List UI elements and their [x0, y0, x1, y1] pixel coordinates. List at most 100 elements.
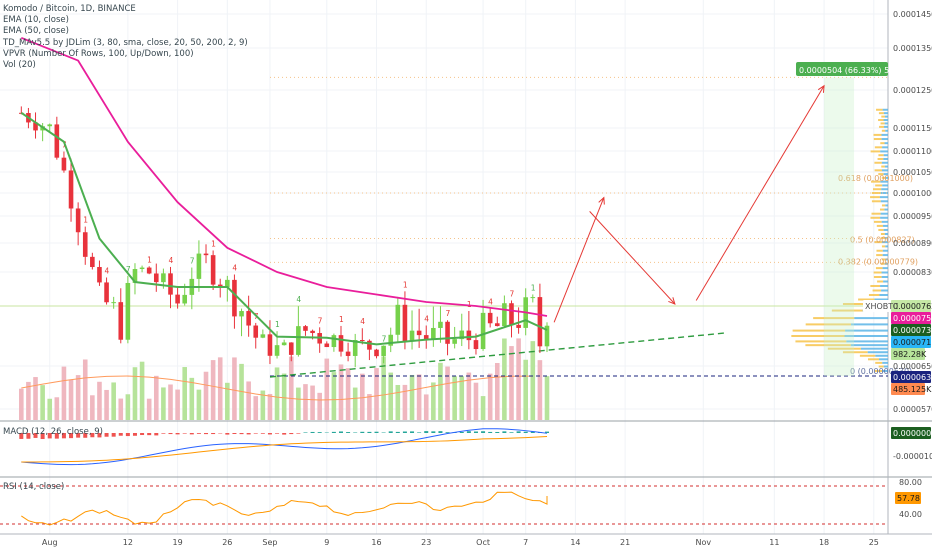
- macd-hist-21: [168, 433, 173, 435]
- macd-hist-40: [303, 432, 308, 433]
- candle-body-30: [232, 279, 237, 317]
- price-axis-label-10: 0.0000650: [893, 362, 932, 371]
- candle-body-58: [431, 327, 436, 340]
- macd-hist-32: [246, 433, 251, 435]
- macd-hist-49: [367, 431, 372, 433]
- ascending-trendline: [269, 332, 726, 378]
- vpvr-up-9: [844, 335, 888, 337]
- tag-target-bg: [796, 62, 888, 76]
- axes: 0.00014500.00013500.00012500.00011500.00…: [42, 10, 932, 547]
- symbol-title[interactable]: Komodo / Bitcoin, 1D, BINANCE: [3, 4, 136, 14]
- macd-hist-50: [374, 431, 379, 433]
- vpvr-down-33: [873, 220, 882, 223]
- macd-hist-53: [395, 431, 400, 433]
- projection-seg-2: [695, 85, 825, 301]
- vpvr-up-18: [880, 285, 888, 287]
- candle-body-50: [374, 349, 379, 357]
- ema50-legend[interactable]: EMA (50, close): [3, 26, 69, 37]
- candle-body-41: [310, 330, 315, 334]
- vpvr-down-38: [871, 200, 881, 203]
- macd-hist-41: [310, 431, 315, 433]
- vpvr-up-3: [878, 358, 888, 361]
- tag-ema10-b: 0.0000711: [893, 338, 932, 347]
- vpvr-up-7: [850, 344, 888, 347]
- macd-hist-70: [516, 431, 521, 433]
- macd-hist-46: [346, 432, 351, 433]
- macd-hist-16: [132, 433, 137, 436]
- time-axis-label-15: 25: [869, 538, 879, 547]
- vpvr-up-54: [881, 138, 888, 141]
- tag-rsi-bg: [895, 492, 921, 504]
- candle-body-54: [402, 304, 408, 342]
- vpvr-up-59: [883, 119, 888, 122]
- vpvr-down-21: [873, 271, 882, 274]
- time-axis-label-14: 18: [819, 538, 829, 547]
- vpvr-down-11: [805, 323, 851, 326]
- volume-bar-37: [281, 373, 287, 420]
- candle-body-55: [409, 330, 415, 342]
- vpvr-up-4: [875, 354, 888, 357]
- candle-body-57: [423, 335, 429, 340]
- volume-bar-35: [267, 393, 273, 420]
- vpvr-down-1: [878, 365, 884, 368]
- volume-bar-46: [345, 368, 351, 420]
- candle-body-5: [54, 124, 60, 158]
- vpvr-down-22: [875, 267, 883, 270]
- macd-hist-59: [438, 431, 443, 433]
- candle-body-2: [33, 122, 38, 131]
- volume-ma-line: [21, 375, 533, 401]
- vpvr-legend[interactable]: VPVR (Number Of Rows, 100, Up/Down, 100): [3, 48, 194, 59]
- fib-label-05: 0.5 (0.0000827): [850, 236, 915, 245]
- td-count-9: 1: [83, 216, 88, 225]
- macd-hist-6: [61, 433, 66, 439]
- macd-hist-52: [388, 431, 393, 433]
- volume-bar-1: [26, 381, 31, 420]
- macd-hist-31: [239, 433, 244, 435]
- rsi-legend[interactable]: RSI (14, close): [3, 482, 65, 492]
- vpvr-up-53: [884, 142, 888, 145]
- tag-vol-ma-bg: [891, 383, 925, 395]
- candle-body-35: [267, 334, 273, 356]
- volume-bar-20: [161, 387, 166, 420]
- price-axis-label-5: 0.0001050: [893, 168, 932, 177]
- macd-hist-33: [253, 433, 258, 434]
- candle-body-62: [459, 330, 465, 340]
- volume-bar-52: [388, 372, 394, 420]
- vpvr-down-13: [831, 309, 863, 312]
- macd-legend[interactable]: MACD (12, 26, close, 9): [3, 427, 103, 437]
- vpvr-up-17: [881, 289, 888, 292]
- tag-pair-label: XHOBTC: [865, 302, 899, 311]
- vpvr-up-35: [880, 212, 888, 215]
- macd-hist-20: [161, 433, 166, 434]
- td-count-30: 4: [232, 263, 237, 272]
- vpvr-up-2: [882, 361, 888, 364]
- candle-body-23: [182, 294, 188, 304]
- td-legend[interactable]: TD_MAv5.5 by JDLim (3, 80, sma, close, 2…: [3, 37, 248, 48]
- volume-bar-53: [395, 384, 401, 420]
- vol-legend[interactable]: Vol (20): [3, 60, 36, 71]
- candle-body-60: [445, 321, 450, 344]
- vpvr-down-44: [881, 176, 886, 179]
- candle-body-32: [246, 311, 251, 326]
- volume-bar-32: [246, 381, 251, 420]
- macd-hist-36: [275, 433, 280, 434]
- macd-hist-14: [118, 433, 123, 436]
- volume-bar-9: [82, 359, 88, 420]
- vpvr-up-6: [860, 347, 888, 350]
- vpvr-up-27: [885, 245, 888, 248]
- macd-hist-57: [424, 431, 429, 433]
- vpvr-down-16: [868, 294, 880, 296]
- vpvr-up-60: [884, 115, 888, 118]
- tag-last-price: 0.0000762: [893, 302, 932, 311]
- candle-body-20: [161, 273, 166, 283]
- candle-body-11: [97, 267, 102, 283]
- candle-body-36: [274, 345, 280, 356]
- volume-bar-48: [360, 373, 365, 420]
- ema10-legend[interactable]: EMA (10, close): [3, 15, 69, 26]
- volume-bar-40: [303, 384, 308, 420]
- macd-hist-74: [545, 431, 550, 433]
- candle-body-15: [125, 282, 131, 340]
- candle-body-47: [352, 340, 358, 356]
